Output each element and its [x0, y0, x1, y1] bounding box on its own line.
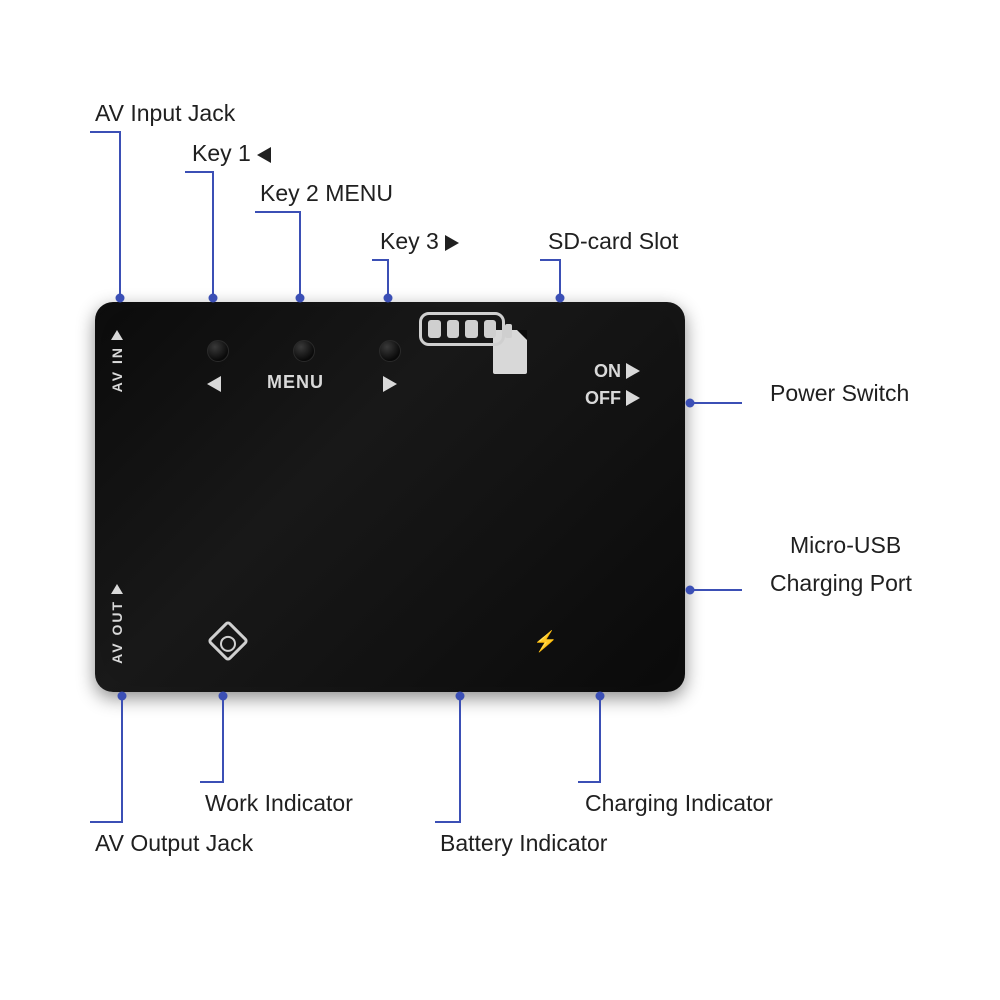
av-in-text: AV IN — [109, 346, 125, 392]
label-charging: Charging Indicator — [585, 790, 773, 817]
label-power: Power Switch — [770, 380, 909, 407]
label-av-output: AV Output Jack — [95, 830, 253, 857]
label-key2: Key 2 MENU — [260, 180, 393, 207]
power-switch[interactable]: ON OFF — [585, 358, 640, 412]
work-indicator-icon — [213, 626, 243, 656]
right-arrow-glyph — [445, 235, 459, 251]
left-arrow-icon — [207, 376, 221, 392]
key3-button[interactable] — [379, 340, 401, 362]
label-battery: Battery Indicator — [440, 830, 607, 857]
av-out-text: AV OUT — [109, 600, 125, 664]
left-arrow-glyph — [257, 147, 271, 163]
key1-button[interactable] — [207, 340, 229, 362]
device-body: AV IN MENU ON OFF AV OUT ⚡ — [95, 302, 685, 692]
menu-text: MENU — [267, 372, 324, 393]
label-key1: Key 1 — [192, 140, 271, 167]
label-usb-l1: Micro-USB — [790, 532, 901, 559]
key2-menu-button[interactable] — [293, 340, 315, 362]
on-text: ON — [594, 361, 621, 381]
right-arrow-icon — [383, 376, 397, 392]
label-av-input: AV Input Jack — [95, 100, 235, 127]
charging-bolt-icon: ⚡ — [533, 629, 558, 654]
label-usb-l2: Charging Port — [770, 570, 912, 597]
label-work: Work Indicator — [205, 790, 353, 817]
diagram-stage: AV IN MENU ON OFF AV OUT ⚡ AV Input Jack — [0, 0, 1000, 1000]
label-sdcard: SD-card Slot — [548, 228, 678, 255]
battery-icon — [419, 312, 505, 346]
label-key3: Key 3 — [380, 228, 459, 255]
off-text: OFF — [585, 388, 621, 408]
